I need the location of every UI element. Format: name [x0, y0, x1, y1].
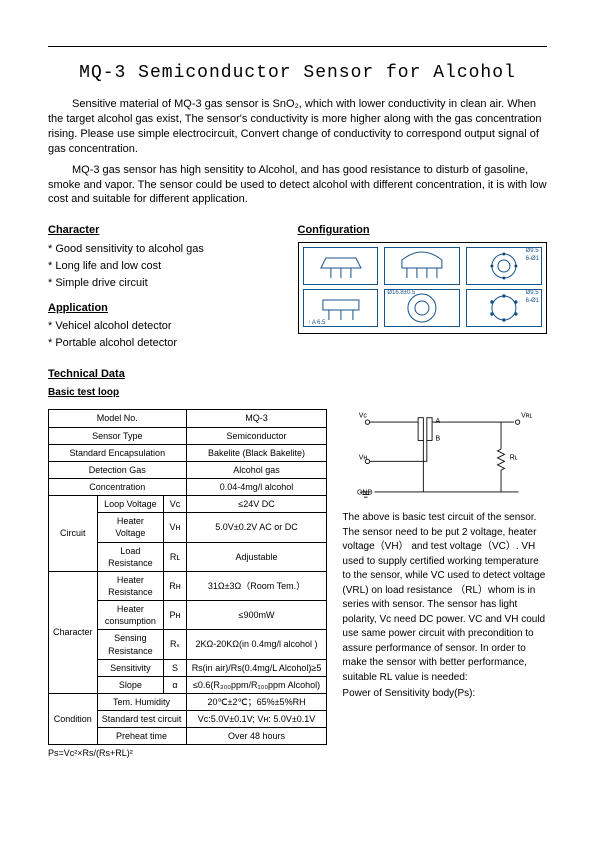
- spec-gas-v: Alcohol gas: [186, 461, 327, 478]
- circuit-a: A: [436, 418, 441, 425]
- config-dim-d1: Ø9.5: [526, 248, 539, 254]
- intro-paragraph-1: Sensitive material of MQ-3 gas sensor is…: [48, 97, 547, 156]
- basic-loop-heading: Basic test loop: [48, 386, 547, 400]
- circuit-vc: Vᴄ: [359, 413, 368, 420]
- config-dim-d2a: 6-Ø1: [526, 256, 539, 262]
- character-heading: Character: [48, 223, 278, 238]
- config-sensor-side-icon: [384, 247, 460, 285]
- ps-formula: Ps=Vc²×Rs/(Rs+RL)²: [48, 747, 327, 759]
- spec-sens-l: Sensitivity: [97, 659, 164, 676]
- config-dim-a65: ↑ A 6.5: [308, 319, 326, 327]
- spec-slope-v: ≤0.6(R₃₀₀ppm/R₁₀₀ppm Alcohol): [186, 676, 327, 693]
- spec-condition-group: Condition: [49, 693, 98, 744]
- spec-sres-v: 2KΩ-20KΩ(in 0.4mg/l alcohol ): [186, 630, 327, 659]
- config-dim-d2b: 6-Ø1: [526, 298, 539, 304]
- spec-sens-s: S: [164, 659, 186, 676]
- technical-data-heading: Technical Data: [48, 367, 547, 382]
- circuit-b: B: [436, 436, 441, 443]
- spec-type-l: Sensor Type: [49, 427, 187, 444]
- spec-model-l: Model No.: [49, 410, 187, 427]
- character-item-0: * Good sensitivity to alcohol gas: [48, 242, 278, 257]
- configuration-heading: Configuration: [298, 223, 548, 238]
- spec-load-l: Load Resistance: [97, 542, 164, 571]
- spec-loop-l: Loop Voltage: [97, 496, 164, 513]
- spec-load-s: Rʟ: [164, 542, 186, 571]
- config-sensor-bottom-icon: Ø16.8±0.5: [384, 289, 460, 327]
- test-circuit-diagram: Vᴄ Vʀʟ Vʜ Rʟ GND A B: [342, 409, 547, 505]
- intro-paragraph-2: MQ-3 gas sensor has high sensitity to Al…: [48, 163, 547, 208]
- spec-sens-v: Rs(in air)/Rs(0.4mg/L Alcohol)≥5: [186, 659, 327, 676]
- configuration-diagram: Ø9.5 6-Ø1 ↑ A 6.5 Ø16.8±0.5 Ø9.5: [298, 242, 548, 334]
- application-item-0: * Vehicel alcohol detector: [48, 319, 278, 334]
- spec-sres-s: Rₛ: [164, 630, 186, 659]
- config-sensor-front-icon: [303, 247, 379, 285]
- config-sensor-base-icon: ↑ A 6.5: [303, 289, 379, 327]
- circuit-rl: Rʟ: [510, 455, 518, 462]
- spec-circuit-group: Circuit: [49, 496, 98, 572]
- spec-std-l: Standard test circuit: [97, 711, 186, 728]
- spec-hcon-l: Heater consumption: [97, 601, 164, 630]
- page-title: MQ-3 Semiconductor Sensor for Alcohol: [48, 61, 547, 85]
- spec-hcon-s: Pʜ: [164, 601, 186, 630]
- config-sensor-top-icon: Ø9.5 6-Ø1: [466, 247, 542, 285]
- config-dim-d3: Ø16.8±0.5: [387, 289, 415, 297]
- spec-temp-l: Tem. Humidity: [97, 693, 186, 710]
- spec-pre-v: Over 48 hours: [186, 728, 327, 745]
- spec-table: Model No. MQ-3 Sensor Type Semiconductor…: [48, 409, 327, 745]
- spec-hres-s: Rʜ: [164, 571, 186, 600]
- spec-conc-l: Concentration: [49, 479, 187, 496]
- character-item-1: * Long life and low cost: [48, 259, 278, 274]
- spec-loop-v: ≤24V DC: [186, 496, 327, 513]
- config-sensor-top2-icon: Ø9.5 6-Ø1: [466, 289, 542, 327]
- spec-heat-v: 5.0V±0.2V AC or DC: [186, 513, 327, 542]
- spec-slope-l: Slope: [97, 676, 164, 693]
- spec-hres-v: 31Ω±3Ω（Room Tem.）: [186, 571, 327, 600]
- spec-hcon-v: ≤900mW: [186, 601, 327, 630]
- spec-heat-l: Heater Voltage: [97, 513, 164, 542]
- spec-gas-l: Detection Gas: [49, 461, 187, 478]
- ps-label: Power of Sensitivity body(Ps):: [342, 687, 547, 702]
- circuit-description: The above is basic test circuit of the s…: [342, 511, 547, 685]
- circuit-vrl: Vʀʟ: [522, 413, 533, 420]
- spec-sres-l: Sensing Resistance: [97, 630, 164, 659]
- spec-model-v: MQ-3: [186, 410, 327, 427]
- application-heading: Application: [48, 301, 278, 316]
- top-rule: [48, 46, 547, 47]
- config-dim-d1b: Ø9.5: [526, 290, 539, 296]
- spec-load-v: Adjustable: [186, 542, 327, 571]
- character-item-2: * Simple drive circuit: [48, 276, 278, 291]
- spec-hres-l: Heater Resistance: [97, 571, 164, 600]
- circuit-vh: Vʜ: [359, 455, 368, 462]
- spec-character-group: Character: [49, 571, 98, 693]
- spec-std-v: Vc:5.0V±0.1V; Vʜ: 5.0V±0.1V: [186, 711, 327, 728]
- spec-heat-s: Vʜ: [164, 513, 186, 542]
- spec-encap-v: Bakelite (Black Bakelite): [186, 444, 327, 461]
- spec-type-v: Semiconductor: [186, 427, 327, 444]
- spec-encap-l: Standard Encapsulation: [49, 444, 187, 461]
- spec-conc-v: 0.04-4mg/l alcohol: [186, 479, 327, 496]
- spec-loop-s: Vᴄ: [164, 496, 186, 513]
- application-item-1: * Portable alcohol detector: [48, 336, 278, 351]
- spec-temp-v: 20℃±2℃；65%±5%RH: [186, 693, 327, 710]
- spec-pre-l: Preheat time: [97, 728, 186, 745]
- circuit-gnd: GND: [357, 490, 373, 497]
- spec-slope-s: α: [164, 676, 186, 693]
